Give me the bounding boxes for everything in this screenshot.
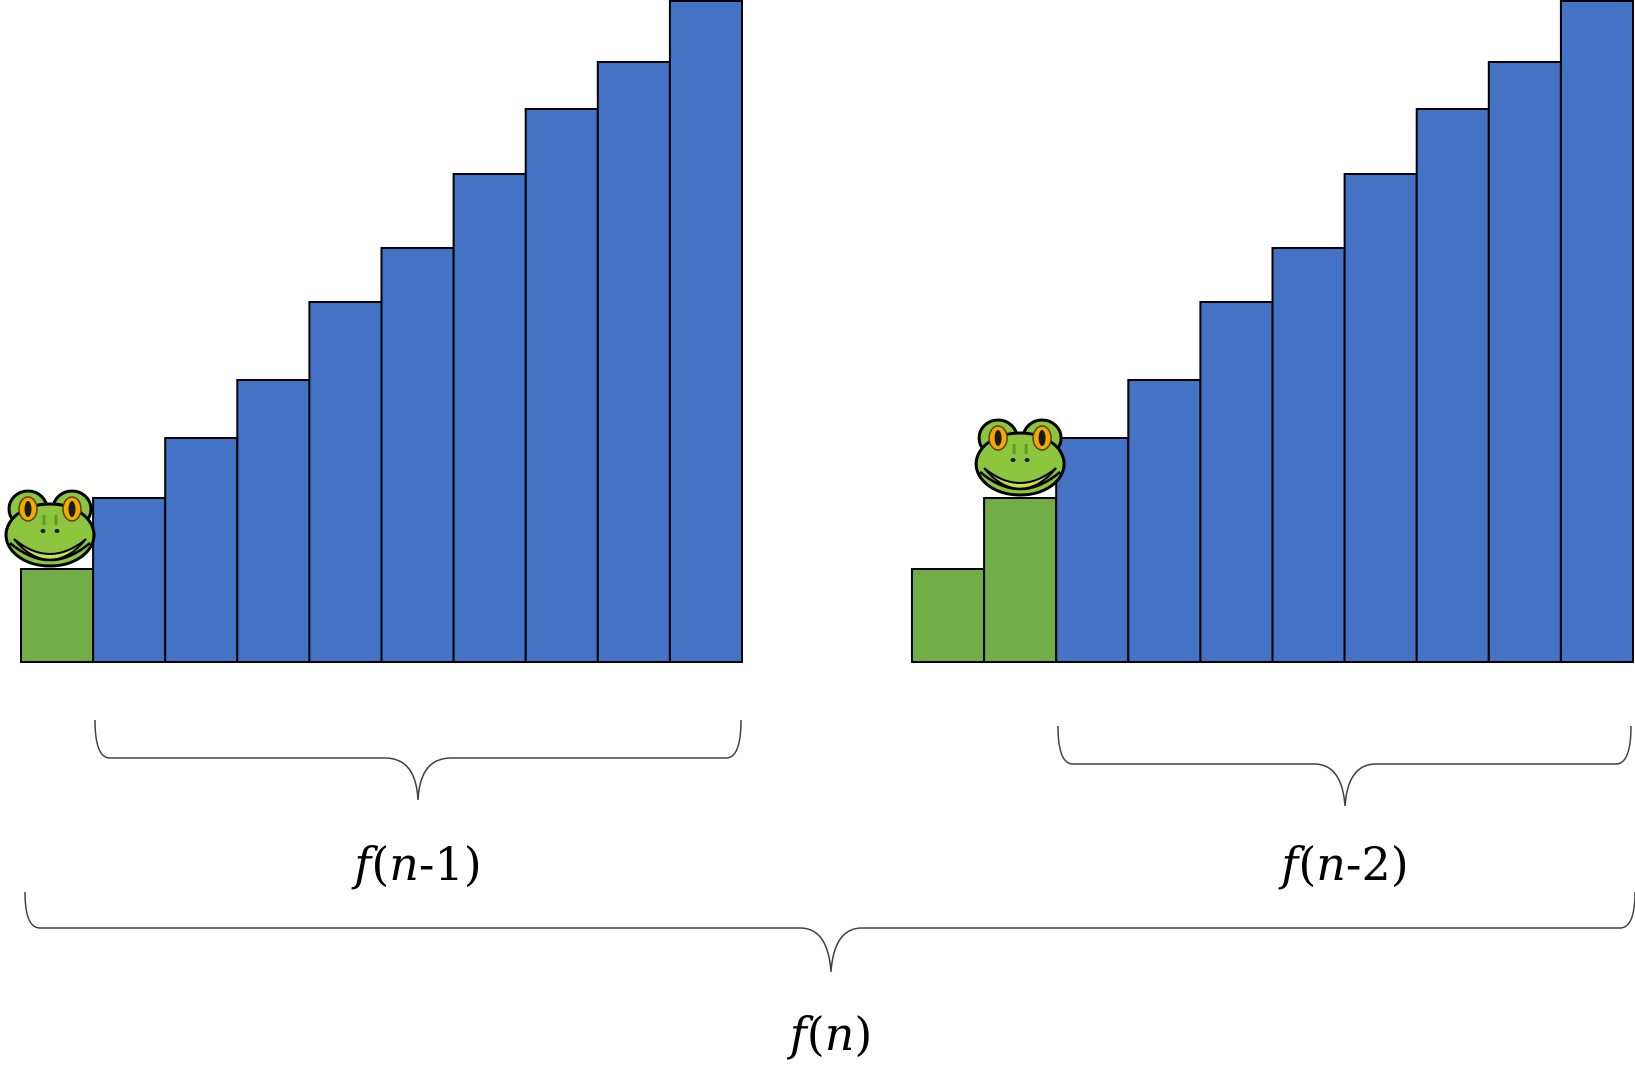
left-step-1 — [20, 568, 95, 663]
label-f-n: f(n) — [787, 1007, 873, 1061]
right-brace — [1057, 725, 1632, 807]
right-staircase — [911, 0, 1635, 663]
left-brace — [94, 719, 742, 801]
left-step-8 — [524, 108, 599, 663]
left-step-9 — [596, 61, 671, 663]
left-step-7 — [452, 173, 527, 663]
right-step-4 — [1127, 379, 1202, 663]
left-step-4 — [236, 379, 311, 663]
label-f-n-minus-2: f(n-2) — [1278, 837, 1408, 891]
left-step-3 — [164, 437, 239, 663]
label-f-n-minus-1: f(n-1) — [351, 837, 481, 891]
right-step-10 — [1559, 0, 1635, 663]
right-step-5 — [1199, 301, 1274, 663]
right-step-2 — [983, 497, 1058, 663]
right-step-6 — [1271, 247, 1346, 663]
right-step-8 — [1415, 108, 1490, 663]
left-step-5 — [308, 301, 383, 663]
right-step-9 — [1487, 61, 1562, 663]
left-frog-icon — [4, 489, 96, 568]
left-step-2 — [92, 497, 167, 663]
left-step-10 — [668, 0, 744, 663]
left-step-6 — [380, 247, 455, 663]
right-frog-icon — [974, 418, 1066, 497]
left-staircase — [20, 0, 744, 663]
right-step-1 — [911, 568, 986, 663]
right-step-7 — [1343, 173, 1418, 663]
right-step-3 — [1055, 437, 1130, 663]
total-brace — [24, 891, 1635, 973]
